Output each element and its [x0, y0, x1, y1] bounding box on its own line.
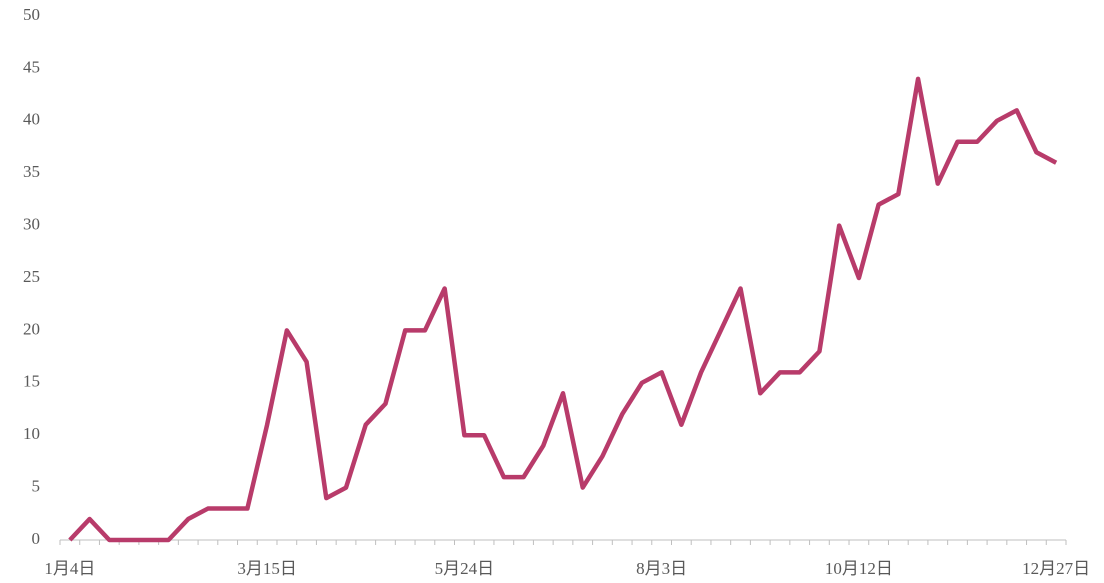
y-tick-label: 30	[23, 215, 40, 234]
line	[68, 76, 1058, 543]
y-tick-label: 15	[23, 372, 40, 391]
y-tick-label: 25	[23, 267, 40, 286]
x-tick-label: 8月3日	[636, 559, 687, 578]
y-tick-label: 0	[32, 529, 41, 548]
y-tick-label: 20	[23, 319, 40, 338]
y-tick-label: 10	[23, 424, 40, 443]
x-tick-label: 12月27日	[1022, 559, 1090, 578]
y-tick-label: 50	[23, 5, 40, 24]
x-tick-label: 3月15日	[237, 559, 297, 578]
x-tick-label: 1月4日	[44, 559, 95, 578]
y-tick-label: 40	[23, 110, 40, 129]
y-tick-label: 5	[32, 477, 41, 496]
x-tick-label: 10月12日	[825, 559, 893, 578]
y-tick-label: 45	[23, 57, 40, 76]
x-tick-label: 5月24日	[435, 559, 495, 578]
y-tick-label: 35	[23, 162, 40, 181]
